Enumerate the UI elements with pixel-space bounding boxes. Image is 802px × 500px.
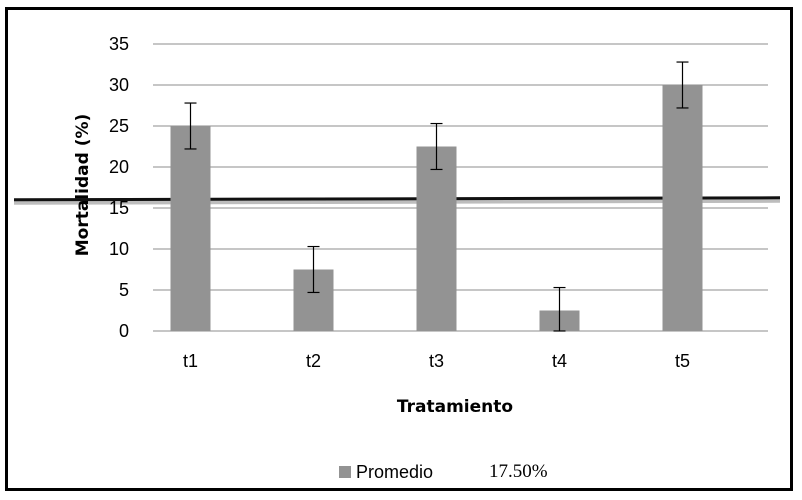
reference-line	[13, 196, 781, 202]
y-axis-title: Mortalidad (%)	[73, 114, 93, 257]
bars	[170, 85, 703, 331]
y-tick-label: 15	[109, 198, 129, 218]
legend-label: Promedio	[356, 462, 433, 482]
x-tick-labels: t1 t2 t3 t4 t5	[183, 351, 690, 371]
x-tick-label: t5	[675, 351, 690, 371]
y-tick-label: 10	[109, 239, 129, 259]
legend: Promedio 17.50%	[339, 461, 548, 482]
chart: 0 5 10 15 20 25 30 35 t1 t2 t3 t4 t5 Mortalidad (%)…	[13, 34, 781, 482]
y-tick-label: 35	[109, 34, 129, 54]
error-bars	[184, 61, 689, 332]
y-tick-label: 20	[109, 157, 129, 177]
reference-line-group	[13, 196, 781, 205]
x-tick-label: t3	[429, 351, 444, 371]
y-tick-label: 25	[109, 116, 129, 136]
legend-note: 17.50%	[489, 461, 548, 482]
y-tick-label: 30	[109, 75, 129, 95]
x-tick-label: t4	[552, 351, 567, 371]
y-tick-label: 0	[119, 321, 129, 341]
chart-frame: 0 5 10 15 20 25 30 35 t1 t2 t3 t4 t5 Mortalidad (%)…	[5, 7, 793, 491]
x-tick-label: t1	[183, 351, 198, 371]
reference-line-shadow	[13, 198, 781, 205]
y-tick-label: 5	[119, 280, 129, 300]
x-axis-title: Tratamiento	[397, 397, 513, 417]
y-tick-labels: 0 5 10 15 20 25 30 35	[109, 34, 129, 341]
legend-swatch	[339, 466, 351, 478]
bar	[662, 85, 703, 331]
bar	[170, 126, 211, 331]
gridlines	[153, 43, 768, 332]
x-tick-label: t2	[306, 351, 321, 371]
bar	[416, 146, 457, 331]
